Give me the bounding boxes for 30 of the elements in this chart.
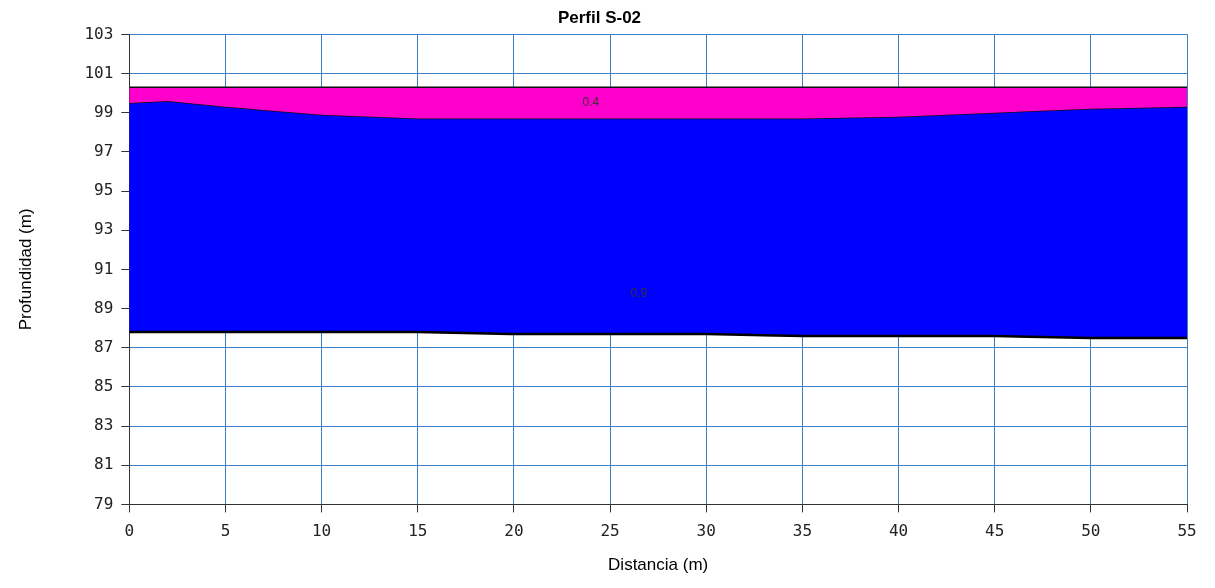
y-axis-title: Profundidad (m) [15,208,35,331]
x-tick-label: 45 [985,521,1005,541]
y-tick-label: 85 [94,376,114,396]
y-tick-label: 89 [94,297,114,317]
y-tick-label: 99 [94,101,114,121]
x-tick-label: 10 [311,521,332,541]
y-tick-label: 101 [84,62,114,82]
x-tick-label: 15 [408,521,428,541]
y-tick-label: 97 [94,141,114,161]
annotation: 0.9 [630,286,648,301]
y-tick-label: 83 [94,415,114,435]
x-tick-label: 0 [124,521,135,541]
x-tick-label: 20 [504,521,524,541]
y-tick-label: 103 [84,23,114,43]
y-tick-label: 81 [94,454,114,474]
x-tick-label: 30 [696,521,716,541]
y-tick-label: 93 [94,219,114,239]
x-axis-title: Distancia (m) [608,555,709,575]
x-tick-label: 5 [220,521,231,541]
chart-title: Perfil S-02 [557,7,642,27]
x-tick-label: 35 [792,521,813,541]
y-tick-label: 79 [94,493,114,513]
x-tick-label: 50 [1081,521,1101,541]
y-tick-label: 95 [94,180,114,200]
y-tick-label: 87 [94,336,114,356]
x-tick-label: 25 [600,521,620,541]
annotation: 0.4 [582,95,600,110]
x-tick-label: 55 [1177,521,1197,541]
x-tick-label: 40 [888,521,909,541]
y-tick-label: 91 [94,258,114,278]
